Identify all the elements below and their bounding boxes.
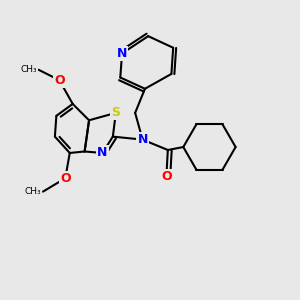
Text: N: N — [117, 47, 127, 60]
Text: N: N — [137, 133, 148, 146]
Text: S: S — [111, 106, 120, 119]
Text: CH₃: CH₃ — [25, 187, 41, 196]
Text: O: O — [161, 170, 172, 183]
Text: CH₃: CH₃ — [20, 65, 37, 74]
Text: O: O — [60, 172, 70, 185]
Text: O: O — [54, 74, 65, 87]
Text: N: N — [97, 146, 108, 160]
